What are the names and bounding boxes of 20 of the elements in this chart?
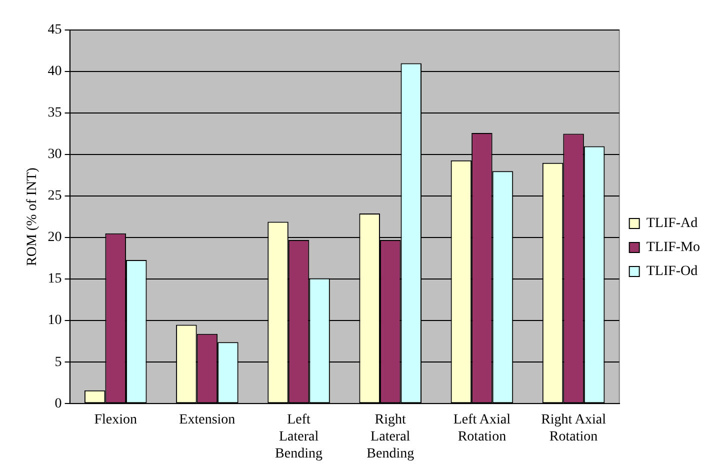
y-tick-label: 15 (48, 272, 62, 287)
y-tick-label: 20 (48, 230, 62, 246)
y-tick-label: 40 (48, 64, 62, 80)
y-axis-title: ROM (% of INT) (25, 167, 40, 266)
x-tick-label: Flexion (94, 412, 137, 428)
x-tick-label: Right Lateral Bending (366, 412, 414, 462)
legend-label: TLIF-Ad (646, 216, 698, 232)
y-tick-label: 30 (48, 147, 62, 162)
y-tick-label: 5 (54, 354, 62, 370)
x-tick-label: Extension (179, 412, 236, 428)
x-tick-label: Left Axial Rotation (453, 412, 511, 444)
x-tick-label: Left Lateral Bending (275, 412, 322, 462)
y-tick-label: 35 (48, 106, 62, 121)
y-tick-label: 45 (48, 22, 62, 38)
y-tick-label: 10 (48, 313, 62, 328)
y-tick-label: 0 (54, 396, 62, 412)
y-tick-label: 25 (48, 188, 62, 204)
legend-label: TLIF-Od (646, 264, 698, 280)
x-tick-label: Right Axial Rotation (541, 412, 606, 444)
legend-label: TLIF-Mo (646, 240, 700, 256)
